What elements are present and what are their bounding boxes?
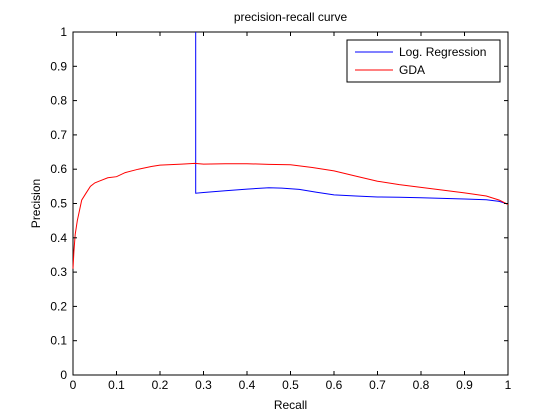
y-tick-label: 0.3 bbox=[50, 265, 67, 279]
x-tick-label: 0 bbox=[70, 378, 77, 392]
x-tick-label: 0.8 bbox=[413, 378, 430, 392]
legend: Log. Regression GDA bbox=[346, 39, 501, 83]
ticks-layer: 0 0.1 0.2 0.3 0.4 0.5 0.6 0.7 0.8 0.9 1 0 0.1 0.2 0.3 0… bbox=[50, 25, 511, 392]
legend-label: GDA bbox=[399, 63, 425, 77]
y-tick-label: 0.4 bbox=[50, 231, 67, 245]
legend-box bbox=[346, 39, 501, 83]
x-tick-label: 0.9 bbox=[456, 378, 473, 392]
x-tick-label: 0.7 bbox=[369, 378, 386, 392]
y-tick-label: 0.2 bbox=[50, 299, 67, 313]
x-axis-label: Recall bbox=[274, 398, 307, 412]
y-tick-label: 0.1 bbox=[50, 334, 67, 348]
y-tick-label: 0 bbox=[60, 368, 67, 382]
plot-area bbox=[72, 31, 509, 376]
legend-label: Log. Regression bbox=[399, 45, 486, 59]
x-tick-label: 0.1 bbox=[108, 378, 125, 392]
y-tick-label: 0.9 bbox=[50, 59, 67, 73]
chart-title: precision-recall curve bbox=[234, 10, 348, 24]
x-tick-label: 0.4 bbox=[239, 378, 256, 392]
y-tick-label: 0.8 bbox=[50, 94, 67, 108]
y-tick-label: 1 bbox=[60, 25, 67, 39]
x-tick-label: 0.2 bbox=[152, 378, 169, 392]
x-tick-label: 0.3 bbox=[195, 378, 212, 392]
x-tick-label: 1 bbox=[505, 378, 512, 392]
x-tick-label: 0.5 bbox=[282, 378, 299, 392]
y-axis-label: Precision bbox=[29, 179, 43, 228]
y-tick-label: 0.7 bbox=[50, 128, 67, 142]
series-line-log-regression bbox=[195, 32, 509, 205]
y-tick-label: 0.5 bbox=[50, 197, 67, 211]
series-line-gda bbox=[72, 162, 509, 269]
x-tick-label: 0.6 bbox=[326, 378, 343, 392]
y-tick-label: 0.6 bbox=[50, 162, 67, 176]
series-layer bbox=[72, 32, 509, 269]
